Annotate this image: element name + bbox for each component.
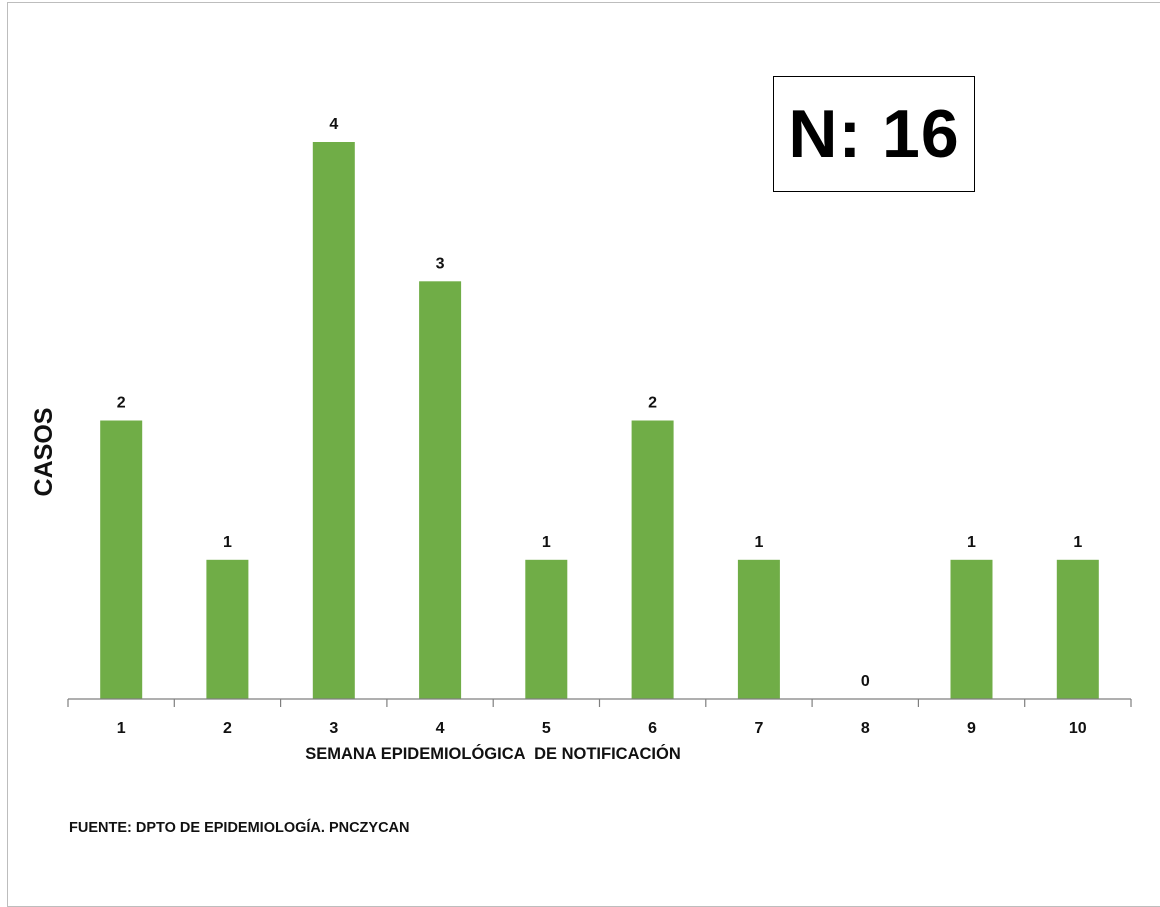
tick-label-8: 8 [861, 720, 870, 737]
bar-2 [206, 559, 249, 700]
tick-label-5: 5 [542, 720, 551, 737]
bar-7 [737, 559, 780, 700]
source-note: FUENTE: DPTO DE EPIDEMIOLOGÍA. PNCZYCAN [69, 820, 410, 836]
value-label-1: 2 [117, 395, 126, 412]
tick-label-1: 1 [117, 720, 126, 737]
bar-1 [100, 420, 143, 699]
bar-5 [525, 559, 568, 700]
tick-label-4: 4 [436, 720, 445, 737]
value-label-7: 1 [754, 534, 763, 551]
value-label-4: 3 [436, 255, 445, 272]
value-label-9: 1 [967, 534, 976, 551]
tick-label-7: 7 [754, 720, 763, 737]
value-label-5: 1 [542, 534, 551, 551]
x-axis-tick-labels: 1 2 3 4 5 6 7 8 9 10 [117, 720, 1087, 737]
value-label-3: 4 [329, 116, 338, 133]
value-labels-layer: 2 1 4 3 1 2 1 0 1 1 [117, 116, 1083, 690]
bar-4 [419, 281, 462, 700]
x-axis-label: SEMANA EPIDEMIOLÓGICA DE NOTIFICACIÓN [305, 744, 681, 763]
value-label-6: 2 [648, 395, 657, 412]
total-count-label: N: 16 [788, 96, 960, 172]
value-label-2: 1 [223, 534, 232, 551]
bar-10 [1056, 559, 1099, 700]
total-count-box: N: 16 [773, 76, 975, 192]
tick-label-6: 6 [648, 720, 657, 737]
y-axis-label: CASOS [30, 408, 58, 497]
value-label-8: 0 [861, 673, 870, 690]
tick-label-2: 2 [223, 720, 232, 737]
tick-label-3: 3 [329, 720, 338, 737]
tick-label-9: 9 [967, 720, 976, 737]
x-axis-ticks [67, 699, 1132, 707]
bar-6 [631, 420, 674, 699]
bar-3 [312, 142, 355, 699]
bar-9 [950, 559, 993, 700]
bars-layer [100, 142, 1099, 700]
tick-label-10: 10 [1069, 720, 1087, 737]
value-label-10: 1 [1073, 534, 1082, 551]
